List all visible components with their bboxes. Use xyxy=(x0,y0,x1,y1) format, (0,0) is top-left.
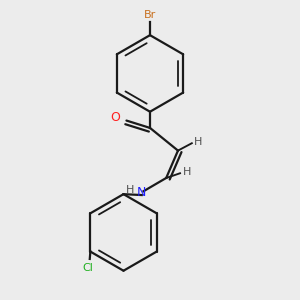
Text: Cl: Cl xyxy=(82,263,93,273)
Text: N: N xyxy=(137,186,146,199)
Text: O: O xyxy=(111,111,121,124)
Text: H: H xyxy=(194,137,202,147)
Text: H: H xyxy=(182,167,191,177)
Text: Br: Br xyxy=(144,11,156,20)
Text: H: H xyxy=(126,185,135,195)
